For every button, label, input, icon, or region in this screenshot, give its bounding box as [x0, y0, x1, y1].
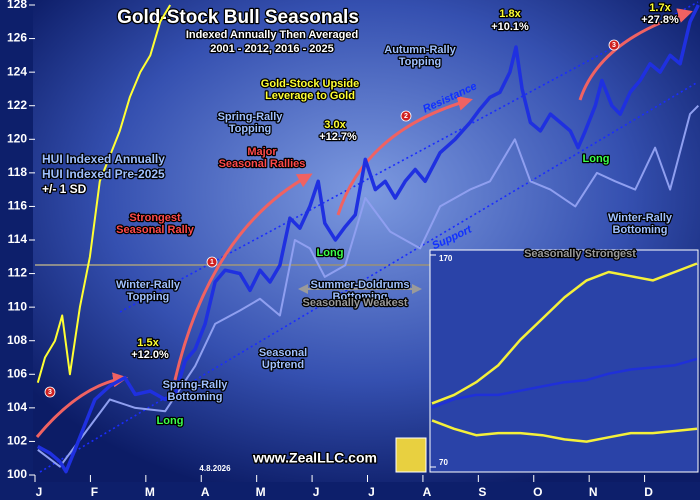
annotation: Autumn-Rally: [384, 44, 456, 56]
legend-entry: +/- 1 SD: [42, 182, 87, 196]
annotation: Seasonal: [259, 347, 307, 359]
annotation: 1.8x: [499, 8, 521, 20]
annotation: Topping: [229, 123, 272, 135]
y-tick-label: 100: [7, 467, 27, 481]
annotation: Seasonally Strongest: [524, 248, 636, 260]
legend-entry: HUI Indexed Pre-2025: [42, 167, 165, 181]
x-tick-label: S: [478, 485, 486, 499]
y-tick-label: 104: [7, 400, 27, 414]
y-tick-label: 124: [7, 64, 27, 78]
annotation: 1.5x: [137, 337, 159, 349]
chart-title: Gold-Stock Bull Seasonals: [117, 7, 359, 28]
annotation: 1.7x: [649, 2, 671, 14]
logo: [395, 437, 427, 473]
x-tick-label: D: [644, 485, 653, 499]
y-tick-label: 116: [8, 199, 28, 213]
annotation: Topping: [399, 56, 442, 68]
inset-y-tick-label: 70: [439, 458, 448, 467]
annotation: Strongest: [129, 212, 181, 224]
annotation: Summer-Doldrums: [310, 279, 409, 291]
x-tick-label: O: [533, 485, 542, 499]
y-tick-label: 128: [7, 0, 27, 11]
annotation: Major: [247, 146, 277, 158]
inset-y-tick-label: 170: [439, 254, 453, 263]
y-tick-label: 106: [7, 366, 27, 380]
x-tick-label: J: [313, 485, 320, 499]
annotation: 3: [48, 389, 52, 396]
annotation: Topping: [127, 291, 170, 303]
step-marker: [44, 386, 56, 398]
x-tick-label: N: [589, 485, 598, 499]
annotation: +27.8%: [641, 14, 679, 26]
annotation: Winter-Rally: [116, 279, 181, 291]
y-tick-label: 118: [8, 165, 28, 179]
x-tick-label: A: [423, 485, 432, 499]
annotation: Long: [317, 247, 344, 259]
step-marker: [206, 256, 218, 268]
x-tick-label: J: [36, 485, 43, 499]
date: 4.8.2026: [199, 464, 231, 473]
annotation: +10.1%: [491, 21, 529, 33]
series-line: [37, 104, 700, 468]
legend-entry: HUI Indexed Annually: [42, 152, 165, 166]
annotation: Bottoming: [333, 291, 388, 303]
annotation: Long: [583, 153, 610, 165]
annotation: Uptrend: [262, 359, 304, 371]
annotation: 3: [612, 42, 616, 49]
annotation: Seasonal Rally: [116, 224, 195, 236]
annotation: 3.0x: [324, 119, 346, 131]
series-line: [36, 4, 700, 474]
annotation: 1: [210, 259, 214, 266]
annotation: Leverage to Gold: [265, 90, 355, 102]
chart-subtitle: 2001 - 2012, 2016 - 2025: [210, 43, 334, 55]
annotation: Spring-Rally: [163, 379, 229, 391]
y-tick-label: 122: [7, 98, 27, 112]
annotation: Winter-Rally: [608, 212, 673, 224]
resistance-line: [119, 1, 699, 313]
rally-arrow: [336, 96, 473, 216]
series-line: [36, 4, 172, 383]
annotation: Gold-Stock Upside: [261, 78, 359, 90]
annotation: 2: [404, 113, 408, 120]
x-tick-label: F: [91, 485, 98, 499]
y-tick-label: 102: [7, 434, 27, 448]
y-tick-label: 112: [8, 266, 28, 280]
annotation: +12.7%: [319, 131, 357, 143]
y-tick-label: 120: [7, 131, 27, 145]
y-tick-label: 114: [8, 232, 28, 246]
x-tick-label: A: [201, 485, 210, 499]
annotation: Bottoming: [613, 224, 668, 236]
series-line: [431, 262, 698, 405]
x-tick-label: M: [256, 485, 266, 499]
step-marker: [608, 39, 620, 51]
rally-arrow: [35, 372, 128, 438]
y-tick-label: 110: [8, 299, 28, 313]
x-tick-label: J: [368, 485, 375, 499]
annotation: Seasonal Rallies: [219, 158, 306, 170]
step-marker: [400, 110, 412, 122]
annotation: +12.0%: [131, 349, 169, 361]
series-line: [431, 357, 698, 409]
source: www.ZealLLC.com: [252, 450, 377, 466]
series-line: [431, 419, 698, 443]
y-tick-label: 126: [7, 31, 27, 45]
rally-arrow: [173, 173, 313, 381]
annotation: Long: [157, 415, 184, 427]
annotation: Bottoming: [168, 391, 223, 403]
annotation: Spring-Rally: [218, 111, 284, 123]
chart-subtitle: Indexed Annually Then Averaged: [186, 29, 358, 41]
annotation: Seasonally Weakest: [303, 297, 408, 309]
y-tick-label: 108: [7, 333, 27, 347]
x-tick-label: M: [145, 485, 155, 499]
